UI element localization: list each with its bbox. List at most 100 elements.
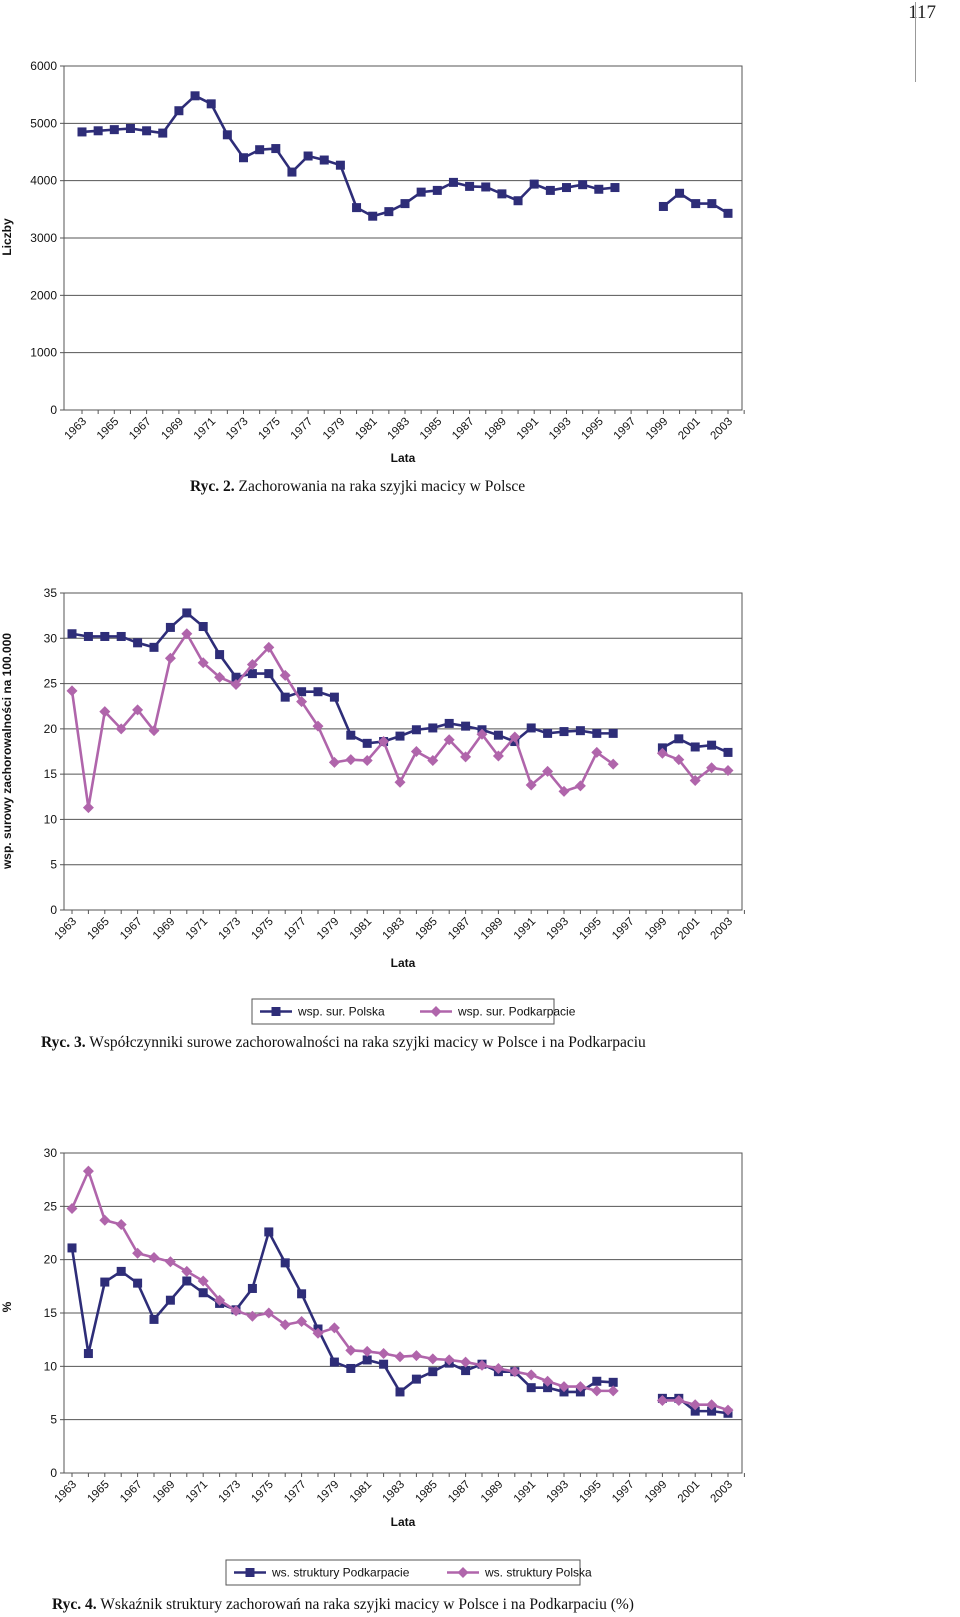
data-point [722, 765, 734, 777]
y-tick-label: 5 [50, 858, 57, 872]
data-point [182, 608, 192, 618]
legend: wsp. sur. Polska wsp. sur. Podkarpacie [251, 998, 576, 1025]
x-axis-title: Lata [391, 1515, 416, 1529]
y-axis-title: wsp. surowy zachorowalności na 100.000 [0, 633, 14, 870]
data-point [133, 638, 143, 648]
legend-box [225, 1559, 581, 1586]
plot-frame [63, 592, 743, 911]
data-point [313, 687, 323, 697]
data-point [460, 751, 472, 763]
data-point [594, 184, 604, 194]
data-point [206, 99, 216, 109]
data-point [558, 785, 570, 797]
data-point [575, 726, 585, 736]
x-tick-label: 1983 [386, 416, 413, 443]
data-point [296, 1316, 308, 1328]
data-point [608, 728, 618, 738]
y-tick-label: 10 [44, 812, 58, 826]
data-point [271, 144, 281, 154]
series-line-1 [71, 611, 614, 745]
x-tick-label: 2001 [676, 416, 703, 443]
y-tick-label: 0 [50, 1466, 57, 1480]
data-point [465, 181, 475, 191]
x-tick-label: 1973 [224, 416, 251, 443]
data-point [263, 641, 275, 653]
x-tick-label: 1995 [577, 916, 604, 943]
x-tick-label: 1987 [446, 1479, 473, 1506]
data-point [82, 802, 94, 814]
data-point [608, 1377, 618, 1387]
data-point [675, 188, 685, 198]
data-point [100, 631, 110, 641]
data-point [303, 151, 313, 161]
data-point [592, 1376, 602, 1386]
x-tick-label: 1977 [282, 1479, 309, 1506]
data-point [247, 669, 257, 679]
data-point [297, 1289, 307, 1299]
x-tick-label: 1977 [289, 416, 316, 443]
data-point [707, 199, 717, 209]
x-tick-label: 1973 [217, 1479, 244, 1506]
data-point [329, 692, 339, 702]
data-point [432, 185, 442, 195]
data-point [690, 742, 700, 752]
data-point [361, 755, 373, 767]
series-line-1 [81, 94, 616, 218]
x-tick-label: 1999 [644, 416, 671, 443]
data-point [142, 126, 152, 136]
data-point [346, 730, 356, 740]
data-point [525, 1369, 537, 1381]
data-point [319, 155, 329, 165]
x-tick-label: 1969 [151, 1479, 178, 1506]
x-tick-label: 2001 [676, 1479, 703, 1506]
data-point [411, 725, 421, 735]
data-point [239, 153, 248, 163]
data-point [461, 721, 471, 731]
data-point [607, 1385, 619, 1397]
x-tick-label: 2003 [709, 916, 736, 943]
data-point [279, 669, 291, 681]
x-tick-label: 1987 [446, 916, 473, 943]
data-point [443, 734, 455, 746]
data-point [77, 127, 87, 137]
data-point [493, 730, 503, 740]
x-tick-label: 1967 [118, 916, 145, 943]
data-point [67, 1243, 77, 1253]
x-tick-label: 1965 [85, 1479, 112, 1506]
x-tick-label: 1963 [63, 416, 90, 443]
x-tick-label: 2001 [676, 916, 703, 943]
chart-3: 0 5 10 15 20 25 30 1963 1965 1967 1969 1971 1973 1975… [0, 1146, 745, 1586]
data-point [133, 1278, 143, 1288]
legend-marker [457, 1567, 469, 1578]
x-tick-label: 1975 [256, 416, 283, 443]
y-tick-label: 0 [50, 403, 57, 417]
data-point [461, 1366, 471, 1376]
x-tick-label: 1997 [610, 916, 637, 943]
x-tick-label: 1975 [249, 916, 276, 943]
y-tick-label: 0 [50, 903, 57, 917]
data-point [312, 720, 324, 732]
legend: ws. struktury Podkarpacie ws. struktury P… [225, 1559, 592, 1586]
data-point [591, 746, 603, 758]
data-point [444, 718, 454, 728]
data-point [368, 211, 378, 221]
x-tick-label: 1967 [127, 416, 154, 443]
data-point [722, 1404, 734, 1416]
data-point [352, 203, 362, 213]
x-tick-label: 1999 [643, 916, 670, 943]
data-point [164, 652, 176, 664]
x-axis-title: Lata [391, 451, 416, 465]
data-point [66, 685, 78, 697]
data-point [148, 725, 160, 737]
data-point [230, 1305, 242, 1317]
data-point [656, 1394, 668, 1406]
caption-ryc-2-text: Zachorowania na raka szyjki macicy w Pol… [234, 478, 526, 495]
x-tick-label: 1985 [413, 916, 440, 943]
y-tick-label: 3000 [30, 231, 57, 245]
data-point [427, 755, 439, 767]
data-point [247, 1283, 257, 1293]
data-point [66, 1202, 78, 1214]
data-point [158, 128, 168, 138]
data-point [673, 754, 685, 766]
